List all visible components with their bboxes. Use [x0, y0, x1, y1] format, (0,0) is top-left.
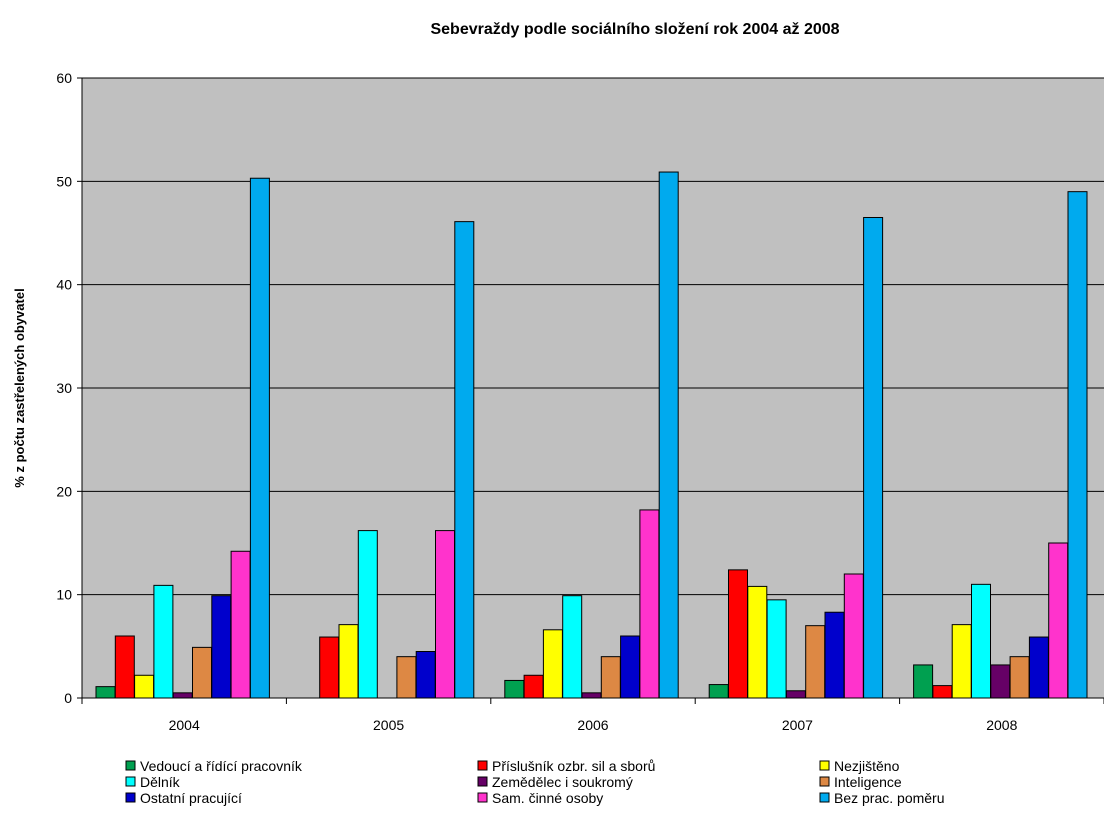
- bar-2007-series-2: [728, 569, 748, 699]
- x-axis-ticks: 2004 2005 2006 2007 2008: [81, 698, 1104, 733]
- bar-2005-series-8: [435, 530, 455, 699]
- bar-2004-series-3: [134, 674, 155, 699]
- bar-2006-series-8: [639, 509, 660, 699]
- y-tick-label: 50: [56, 173, 72, 189]
- y-tick-label: 60: [56, 70, 72, 86]
- x-tick-label: 2005: [373, 717, 404, 733]
- bar-2005-series-7: [415, 651, 436, 699]
- x-tick-label: 2006: [577, 717, 608, 733]
- bar-2008-series-1: [913, 664, 934, 699]
- chart-title: Sebevraždy podle sociálního složení rok …: [430, 21, 839, 38]
- y-axis-ticks: 0 10 20 30 40 50 60: [56, 70, 82, 706]
- bar-2006-series-6: [600, 656, 621, 699]
- legend-swatch: [819, 792, 830, 803]
- bar-2004-series-1: [95, 686, 116, 699]
- legend-label: Příslušník ozbr. sil a sborů: [492, 758, 655, 774]
- legend-swatch: [477, 792, 488, 803]
- bar-2008-series-6: [1009, 656, 1030, 699]
- y-axis-label: % z počtu zastřelených obyvatel: [12, 288, 27, 487]
- bar-2006-series-2: [523, 674, 544, 699]
- bar-2006-series-9: [658, 171, 679, 699]
- bar-2006-series-4: [562, 595, 583, 699]
- bar-2005-series-6: [396, 656, 417, 699]
- bar-2004-series-9: [249, 177, 270, 699]
- y-tick-label: 20: [56, 483, 72, 499]
- x-tick-label: 2004: [169, 717, 200, 733]
- y-tick-label: 40: [56, 277, 72, 293]
- legend-label: Sam. činné osoby: [492, 790, 603, 806]
- bar-2005-series-9: [454, 221, 475, 699]
- bar-2008-series-3: [951, 624, 972, 699]
- legend-swatch: [819, 760, 830, 771]
- bar-2008-series-7: [1028, 636, 1049, 699]
- y-tick-label: 10: [56, 587, 72, 603]
- bar-2005-series-2: [319, 636, 340, 699]
- legend-label: Dělník: [140, 774, 181, 790]
- bar-2004-series-7: [211, 595, 232, 699]
- legend-swatch: [477, 776, 488, 787]
- bar-2005-series-3: [338, 624, 359, 699]
- bar-2004-series-8: [230, 550, 251, 699]
- bar-2008-series-9: [1067, 191, 1088, 699]
- legend-label: Ostatní pracující: [140, 790, 242, 806]
- legend-label: Nezjištěno: [834, 758, 900, 774]
- bar-2007-series-9: [863, 217, 884, 699]
- legend-label: Zemědělec i soukromý: [492, 774, 633, 790]
- bar-2007-series-5: [785, 690, 806, 699]
- bar-2008-series-2: [932, 685, 953, 699]
- bar-2008-series-4: [971, 583, 991, 699]
- bar-2007-series-1: [708, 684, 729, 699]
- y-tick-label: 0: [64, 690, 72, 706]
- legend-label: Bez prac. poměru: [834, 790, 945, 806]
- legend: Vedoucí a řídící pracovník Příslušník ozb…: [125, 758, 945, 806]
- bar-2008-series-8: [1048, 542, 1069, 699]
- bar-2006-series-5: [581, 692, 602, 699]
- bar-2006-series-7: [620, 635, 641, 699]
- y-tick-label: 30: [56, 380, 72, 396]
- bar-2008-series-5: [990, 664, 1011, 699]
- bar-2004-series-4: [153, 584, 174, 699]
- legend-label: Inteligence: [834, 774, 902, 790]
- x-tick-label: 2007: [782, 717, 813, 733]
- legend-swatch: [819, 776, 830, 787]
- bar-2007-series-4: [766, 599, 787, 699]
- bar-2007-series-7: [824, 611, 845, 699]
- bar-2004-series-2: [114, 635, 135, 699]
- bar-2006-series-3: [542, 629, 563, 699]
- legend-swatch: [125, 792, 136, 803]
- bars: [95, 171, 1088, 699]
- bar-2004-series-5: [172, 692, 193, 699]
- bar-2007-series-6: [805, 625, 826, 699]
- bar-2006-series-1: [504, 679, 525, 699]
- bar-2004-series-6: [192, 646, 212, 699]
- bar-2007-series-8: [843, 573, 864, 699]
- legend-swatch: [125, 776, 136, 787]
- legend-swatch: [477, 760, 488, 771]
- bar-2005-series-4: [357, 530, 378, 699]
- legend-label: Vedoucí a řídící pracovník: [140, 758, 303, 774]
- x-tick-label: 2008: [986, 717, 1017, 733]
- legend-swatch: [125, 760, 136, 771]
- bar-2007-series-3: [747, 585, 768, 699]
